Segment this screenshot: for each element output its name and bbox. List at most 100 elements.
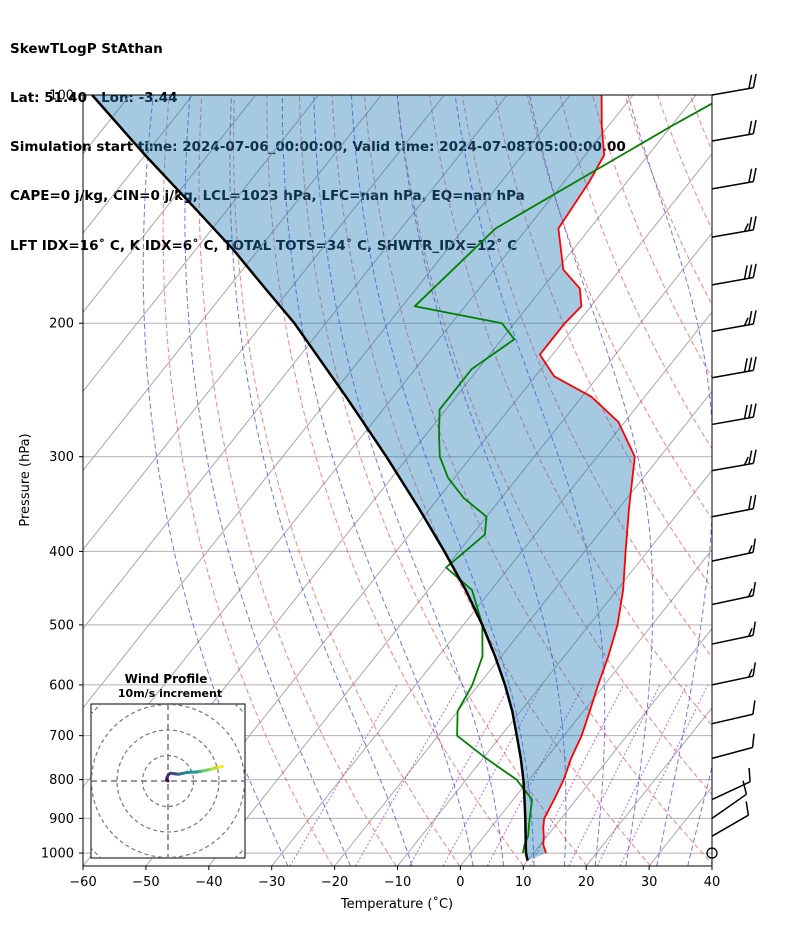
wind-barbs (706, 73, 757, 859)
barb-shaft (711, 746, 753, 760)
mixing-ratio-line (289, 684, 398, 866)
y-tick-label: 800 (49, 773, 74, 788)
barb-flag (748, 74, 753, 89)
chart-header: SkewTLogP StAthan Lat: 51.40 Lon: -3.44 … (10, 8, 626, 271)
barb-flag (751, 733, 755, 748)
wind-barb (711, 733, 755, 760)
y-tick-label: 300 (49, 450, 74, 465)
mixing-ratio-line (355, 684, 460, 866)
dewpoint-line (413, 102, 712, 854)
barb-shaft (711, 462, 754, 472)
wind-barb (711, 621, 757, 645)
barb-flag (747, 627, 753, 637)
hodograph-title: Wind Profile (125, 672, 208, 686)
barb-flag (752, 263, 757, 278)
barb-flag (752, 167, 757, 182)
moist-adiabat-line (396, 95, 567, 866)
y-tick-label: 1000 (41, 847, 74, 862)
wind-barb (711, 700, 756, 725)
barb-flag (743, 265, 748, 280)
barb-flag (747, 545, 753, 554)
barb-flag (743, 456, 749, 466)
dry-adiabat-line (162, 95, 333, 866)
dry-adiabat-line (461, 95, 712, 658)
wind-barb (711, 310, 757, 333)
barb-flag (752, 310, 757, 325)
barb-flag (752, 73, 757, 88)
barb-flag (748, 357, 753, 372)
dry-adiabat-line (198, 95, 397, 866)
barb-flag (752, 216, 757, 231)
y-tick-label: 900 (49, 812, 74, 827)
wind-barb (711, 73, 757, 96)
barb-flag (752, 621, 757, 636)
isotherm-line (83, 95, 194, 234)
barb-flag (748, 495, 752, 510)
moist-adiabat-line (142, 95, 289, 866)
wind-barb (711, 538, 757, 562)
barb-flag (748, 120, 753, 135)
sounding-profiles (91, 95, 712, 861)
barb-shaft (711, 595, 754, 606)
barb-shaft (711, 132, 754, 142)
dry-adiabat-line (723, 95, 794, 866)
mixing-ratio-line (529, 684, 625, 866)
index-line: LFT IDX=16˚ C, K IDX=6˚ C, TOTAL TOTS=34… (10, 237, 518, 254)
wind-barb (711, 356, 757, 379)
moist-adiabat-line (350, 95, 535, 866)
barb-shaft (711, 634, 754, 645)
barb-flag (747, 588, 753, 598)
isotherm-line (585, 706, 712, 866)
mixing-ratio-line (409, 684, 511, 866)
wind-barb (711, 581, 757, 606)
mixing-ratio-line (486, 684, 584, 866)
hodograph-inset (90, 703, 246, 859)
barb-shaft (711, 86, 754, 96)
wind-barb (711, 263, 757, 286)
isotherm-line (83, 95, 382, 472)
moist-adiabat-line (719, 95, 794, 866)
wind-barb (711, 767, 751, 801)
dry-adiabat-line (364, 95, 712, 865)
wind-barb (711, 216, 757, 238)
hodograph-segment (217, 764, 225, 769)
isotherm-line (0, 95, 4, 866)
isotherm-line (522, 627, 712, 866)
moist-adiabat-line (313, 95, 504, 866)
barb-flag (752, 356, 757, 371)
barb-shaft (711, 323, 754, 333)
wind-barb (711, 119, 757, 142)
barb-shaft (711, 229, 754, 238)
dry-adiabat-line (233, 95, 461, 866)
barb-flag (743, 317, 749, 326)
barb-shaft (711, 507, 754, 518)
x-tick-label: 0 (456, 875, 464, 890)
barb-flag (748, 311, 753, 325)
barb-flag (743, 358, 748, 373)
axes: −60 −50 −40 −30 −20 −10 0 10 20 30 40 1000 900 800 700… (41, 89, 720, 891)
y-tick-label: 500 (49, 618, 74, 633)
dry-adiabat-line (266, 95, 524, 866)
moist-adiabat-line (627, 95, 712, 866)
x-tick-label: −60 (69, 875, 96, 890)
wind-barb (711, 449, 757, 472)
y-tick-label: 100 (49, 89, 74, 104)
dry-adiabat-line (559, 95, 712, 450)
mixing-ratio-line (442, 684, 543, 866)
x-tick-label: −30 (258, 875, 285, 890)
moist-adiabat-line (184, 95, 351, 866)
dry-adiabat-line (429, 95, 712, 727)
wind-barb (711, 801, 750, 837)
isotherm-line (397, 469, 712, 866)
barb-shaft (711, 793, 747, 820)
y-axis-label: Pressure (hPa) (18, 433, 33, 526)
barb-flag (748, 168, 753, 183)
wind-barb (711, 780, 748, 820)
mixing-ratio-line (568, 684, 661, 866)
isotherm-line (711, 865, 712, 866)
hodograph-subtitle: 10m/s increment (118, 687, 222, 700)
barb-flag (743, 223, 749, 232)
reference-lines (0, 95, 794, 866)
barb-shaft (711, 781, 751, 801)
